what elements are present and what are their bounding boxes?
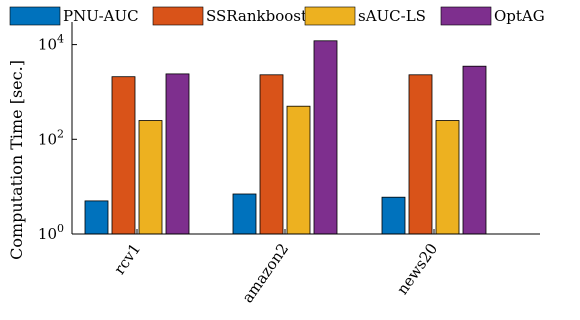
- bar-pnu-auc-amazon2: [232, 193, 257, 235]
- bar-ssrankboost-rcv1: [111, 76, 136, 235]
- legend-label-pnu-auc: PNU-AUC: [63, 7, 139, 25]
- x-tick-label-news20: news20: [393, 240, 441, 298]
- bar-sauc-ls-rcv1: [138, 120, 163, 235]
- legend-label-ssrankboost: SSRankboost: [206, 7, 307, 25]
- x-tick-label-amazon2: amazon2: [238, 240, 292, 306]
- bar-sauc-ls-news20: [435, 120, 460, 235]
- bars-group: [84, 40, 487, 235]
- legend-swatch-ssrankboost: [152, 6, 204, 26]
- legend-swatch-optag: [440, 6, 492, 26]
- y-tick-label: 102: [38, 127, 64, 148]
- legend-label-sauc-ls: sAUC-LS: [358, 7, 426, 25]
- y-ticks: 100 102 104: [38, 33, 77, 243]
- bar-pnu-auc-news20: [381, 196, 406, 235]
- legend-label-optag: OptAG: [494, 7, 545, 25]
- y-tick-label: 100: [38, 222, 64, 243]
- x-ticks: rcv1 amazon2 news20: [110, 229, 441, 306]
- x-tick-label-rcv1: rcv1: [110, 240, 144, 278]
- bar-optag-amazon2: [313, 40, 338, 235]
- bar-ssrankboost-news20: [408, 74, 433, 235]
- bar-optag-news20: [462, 65, 487, 235]
- bar-ssrankboost-amazon2: [259, 74, 284, 235]
- bar-optag-rcv1: [165, 73, 190, 235]
- legend-swatch-sauc-ls: [304, 6, 356, 26]
- legend-swatch-pnu-auc: [9, 6, 61, 26]
- bar-pnu-auc-rcv1: [84, 200, 109, 235]
- bar-sauc-ls-amazon2: [286, 105, 311, 235]
- y-axis-label: Computation Time [sec.]: [7, 60, 26, 260]
- legend: PNU-AUC SSRankboost sAUC-LS OptAG: [9, 6, 545, 26]
- y-tick-label: 104: [38, 33, 64, 54]
